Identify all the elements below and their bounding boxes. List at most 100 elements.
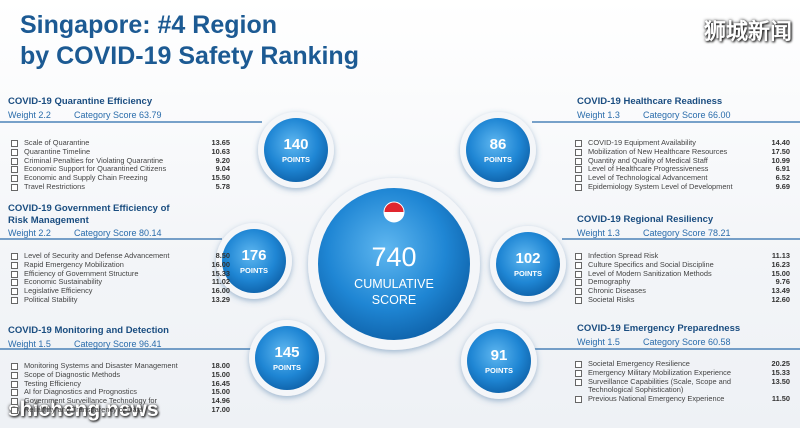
item-name: Efficiency of Government Structure bbox=[24, 268, 139, 278]
item-name: Societal Risks bbox=[588, 294, 635, 304]
item-row: Testing Efficiency 16.45 bbox=[10, 378, 231, 389]
item-row: Legislative Efficiency 16.00 bbox=[10, 286, 230, 296]
checkbox bbox=[11, 288, 18, 296]
item-value: 13.65 bbox=[211, 138, 231, 147]
item-row: Rapid Emergency Mobilization 16.00 bbox=[10, 259, 231, 270]
points-label: POINTS bbox=[282, 155, 310, 164]
item-row: Economic and Supply Chain Freezing 15.50 bbox=[10, 173, 230, 183]
checkbox bbox=[11, 406, 18, 414]
item-value: 6.91 bbox=[775, 164, 790, 174]
flag bbox=[383, 201, 405, 223]
item-value: 18.00 bbox=[211, 361, 231, 370]
item-value: 10.99 bbox=[771, 155, 791, 165]
checkbox bbox=[575, 148, 582, 156]
item-value: 5.78 bbox=[215, 181, 230, 191]
item-name: Level of Security and Defense Advancemen… bbox=[24, 251, 170, 260]
item-row: Level of Modern Sanitization Methods 15.0… bbox=[574, 268, 791, 279]
item-value: 13.49 bbox=[771, 286, 791, 296]
item-name: AI for Diagnostics and Prognostics bbox=[24, 387, 137, 397]
checkbox bbox=[11, 389, 18, 397]
checkbox bbox=[11, 183, 18, 191]
item-name: Travel Restrictions bbox=[24, 181, 85, 191]
item-name: Government Surveillance Technology for bbox=[24, 396, 157, 406]
item-row: Reliability and Transparency of Data 17.0… bbox=[10, 405, 230, 415]
section-header: COVID-19 Government Efficiency of Risk M… bbox=[8, 203, 178, 239]
item-row: Chronic Diseases 13.49 bbox=[574, 286, 791, 296]
item-value: 15.33 bbox=[771, 367, 791, 377]
points-circle bbox=[467, 329, 531, 393]
item-value: 15.00 bbox=[211, 387, 231, 397]
item-name: Level of Modern Sanitization Methods bbox=[588, 268, 712, 278]
checkbox bbox=[575, 140, 582, 147]
section-meta: Weight 1.5 Category Score 60.58 bbox=[577, 337, 799, 348]
checkbox bbox=[11, 157, 18, 165]
item-row: Travel Restrictions 5.78 bbox=[10, 181, 230, 192]
section-meta: Weight 1.3 Category Score 66.00 bbox=[577, 110, 799, 121]
item-row: Level of Security and Defense Advancemen… bbox=[10, 251, 230, 261]
item-row: Level of Healthcare Progressiveness 6.91 bbox=[574, 165, 790, 174]
item-row: Government Surveillance Technology for 14… bbox=[10, 396, 230, 406]
item-value: 15.00 bbox=[771, 268, 791, 278]
item-list: Societal Emergency Resilience 20.25 Emerge… bbox=[574, 359, 791, 404]
item-name: Level of Healthcare Progressiveness bbox=[588, 164, 709, 174]
item-name: Surveillance Capabilities (Scale, Scope … bbox=[588, 376, 731, 395]
points-circle bbox=[466, 118, 530, 182]
checkbox bbox=[11, 380, 18, 388]
item-name: Legislative Efficiency bbox=[24, 286, 93, 296]
title: Singapore: #4 Region by COVID-19 Safety R… bbox=[20, 10, 359, 72]
checkbox bbox=[575, 361, 582, 368]
section-title: COVID-19 Quarantine Efficiency bbox=[8, 96, 153, 107]
checkbox bbox=[11, 253, 18, 260]
category-score: Category Score 96.41 bbox=[74, 338, 162, 349]
points-label: POINTS bbox=[273, 363, 301, 372]
category-score: Category Score 63.79 bbox=[74, 109, 162, 120]
item-value: 11.13 bbox=[771, 251, 790, 260]
item-row: AI for Diagnostics and Prognostics 15.00 bbox=[10, 388, 230, 397]
item-name: Economic Support for Quarantined Citizen… bbox=[24, 164, 167, 174]
checkbox bbox=[575, 261, 582, 269]
weight: Weight 2.2 bbox=[8, 109, 51, 120]
section-title: COVID-19 Emergency Preparedness bbox=[577, 323, 741, 334]
title-line: Singapore: #4 Region bbox=[20, 11, 277, 39]
checkbox bbox=[575, 369, 582, 377]
item-name: Level of Technological Advancement bbox=[588, 173, 708, 183]
item-name: Economic Sustainability bbox=[24, 277, 103, 287]
section-header: COVID-19 Regional Resiliency Weight 1.3 Ca… bbox=[577, 214, 799, 239]
category-score: Category Score 78.21 bbox=[643, 227, 731, 238]
item-value: 13.29 bbox=[211, 294, 231, 304]
item-row: COVID-19 Equipment Availability 14.40 bbox=[574, 138, 790, 148]
watermark: shicheng.news bbox=[8, 398, 159, 421]
item-value: 9.04 bbox=[215, 164, 230, 174]
section-header: COVID-19 Monitoring and Detection Weight … bbox=[8, 325, 230, 350]
item-list: Infection Spread Risk 11.13 Culture Specif… bbox=[574, 251, 791, 305]
item-value: 17.50 bbox=[771, 146, 791, 156]
item-row: Infection Spread Risk 11.13 bbox=[574, 251, 790, 261]
title-line: by COVID-19 Safety Ranking bbox=[20, 42, 359, 70]
item-name: Emergency Military Mobilization Experien… bbox=[588, 367, 731, 377]
checkbox bbox=[11, 140, 18, 147]
item-row: Mobilization of New Healthcare Resources… bbox=[574, 146, 791, 157]
item-value: 13.50 bbox=[771, 376, 791, 386]
points-label: POINTS bbox=[514, 269, 542, 278]
points-circle bbox=[255, 326, 319, 390]
item-row: Culture Specifics and Social Discipline 1… bbox=[574, 260, 790, 270]
item-name: Economic and Supply Chain Freezing bbox=[24, 173, 148, 183]
item-row: Criminal Penalties for Violating Quarant… bbox=[10, 156, 230, 166]
item-name: Scale of Quarantine bbox=[24, 138, 90, 147]
points-label: POINTS bbox=[240, 266, 268, 275]
category-score: Category Score 80.14 bbox=[74, 228, 162, 238]
item-value: 16.00 bbox=[211, 259, 231, 269]
item-row: Societal Emergency Resilience 20.25 bbox=[574, 359, 790, 369]
item-list: Scale of Quarantine 13.65 Quarantine Timel… bbox=[10, 138, 231, 192]
points-circle bbox=[496, 232, 560, 296]
checkbox bbox=[575, 253, 582, 260]
points-value: 102 bbox=[515, 250, 540, 267]
item-name: Chronic Diseases bbox=[588, 286, 646, 296]
checkbox bbox=[11, 363, 18, 370]
item-list: Level of Security and Defense Advancemen… bbox=[10, 251, 231, 305]
section-title: COVID-19 Healthcare Readiness bbox=[577, 96, 723, 107]
checkbox bbox=[11, 175, 18, 183]
item-value: 16.45 bbox=[211, 378, 231, 388]
item-value: 9.76 bbox=[775, 277, 790, 287]
